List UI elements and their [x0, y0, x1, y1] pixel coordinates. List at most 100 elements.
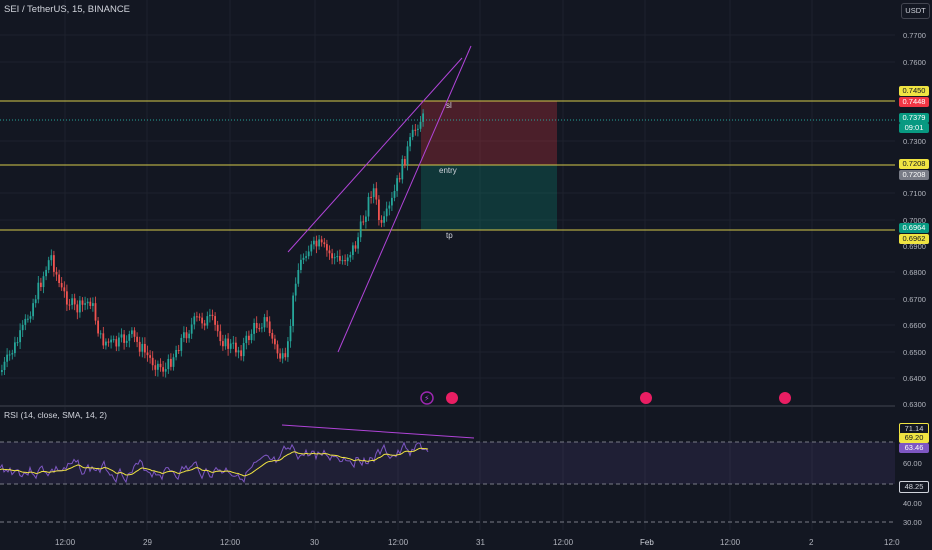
- candle-body: [268, 321, 271, 333]
- candle-body: [50, 255, 53, 261]
- rsi-axis-label: 40.00: [903, 499, 922, 508]
- candle-body: [349, 254, 352, 258]
- rsi-line[interactable]: [0, 441, 429, 484]
- candle-body: [227, 338, 229, 349]
- candle-body: [144, 343, 146, 353]
- candle-body: [53, 255, 55, 272]
- candle-body: [222, 341, 224, 347]
- candle-body: [47, 260, 50, 270]
- tag-stop-loss: 0.7448: [899, 97, 929, 107]
- entry-label: entry: [439, 166, 457, 175]
- event-markers[interactable]: ⚡: [420, 391, 791, 405]
- candle-body: [287, 341, 289, 358]
- time-label: Feb: [640, 538, 654, 547]
- candle-body: [159, 363, 162, 368]
- candle-body: [151, 357, 154, 366]
- candle-body: [224, 338, 227, 347]
- rsi-axis-label: 30.00: [903, 518, 922, 527]
- candle-body: [240, 350, 242, 357]
- earnings-icon-3[interactable]: [779, 392, 791, 404]
- candle-body: [219, 331, 222, 342]
- candle-body: [232, 342, 235, 344]
- stop-loss-zone[interactable]: [421, 101, 557, 165]
- time-label: 31: [476, 538, 485, 547]
- candle-body: [372, 188, 375, 198]
- candle-body: [292, 295, 294, 326]
- rsi-tag-value: 63.46: [899, 443, 929, 453]
- candle-body: [385, 208, 388, 217]
- candle-body: [131, 330, 133, 335]
- time-label: 2: [809, 538, 814, 547]
- rsi-title[interactable]: RSI (14, close, SMA, 14, 2): [4, 410, 107, 420]
- candle-body: [398, 178, 401, 180]
- candle-body: [71, 298, 73, 305]
- lightning-icon[interactable]: [420, 391, 434, 405]
- candle-body: [271, 332, 274, 339]
- tag-take-profit: 0.6964: [899, 223, 929, 233]
- candle-body: [281, 353, 284, 359]
- candle-body: [336, 256, 339, 258]
- price-label: 0.6400: [903, 374, 926, 383]
- candle-body: [183, 332, 185, 338]
- tag-entry-line: 0.7208: [899, 159, 929, 169]
- tag-current-price: 0.7379: [899, 113, 929, 123]
- candle-body: [102, 333, 105, 346]
- candle-body: [29, 316, 32, 319]
- take-profit-zone[interactable]: [421, 165, 557, 230]
- candlestick-series[interactable]: [1, 109, 424, 378]
- earnings-icon[interactable]: [446, 392, 458, 404]
- candle-body: [92, 303, 94, 306]
- time-label: 12:00: [220, 538, 241, 547]
- candle-body: [24, 318, 27, 325]
- candle-body: [11, 353, 14, 355]
- time-label: 12:00: [553, 538, 574, 547]
- candle-body: [297, 269, 300, 284]
- candle-body: [125, 340, 128, 343]
- trendline-upper[interactable]: [287, 57, 463, 253]
- candle-body: [294, 283, 297, 296]
- candle-body: [411, 129, 414, 138]
- svg-text:⚡: ⚡: [424, 394, 430, 403]
- candle-body: [211, 314, 214, 317]
- time-label: 12:00: [388, 538, 409, 547]
- candle-body: [58, 274, 60, 284]
- earnings-icon-2[interactable]: [640, 392, 652, 404]
- candle-body: [86, 301, 89, 304]
- candle-body: [167, 358, 170, 370]
- candle-body: [198, 316, 201, 318]
- candle-body: [170, 358, 172, 367]
- candle-body: [250, 333, 253, 341]
- candle-body: [37, 282, 40, 300]
- candle-body: [354, 245, 357, 249]
- rsi-divergence-line[interactable]: [281, 424, 475, 439]
- sl-label: sl: [446, 101, 452, 110]
- symbol-title[interactable]: SEI / TetherUS, 15, BINANCE: [4, 4, 131, 15]
- currency-button[interactable]: USDT: [901, 3, 930, 19]
- candle-body: [214, 316, 216, 325]
- candle-body: [110, 339, 112, 343]
- candle-body: [333, 257, 336, 259]
- candle-body: [310, 244, 313, 252]
- price-label: 0.7000: [903, 216, 926, 225]
- candle-body: [8, 354, 11, 356]
- candle-body: [172, 357, 175, 367]
- candle-body: [313, 240, 315, 245]
- candle-body: [216, 324, 219, 332]
- tp-label: tp: [446, 231, 453, 240]
- rsi-sma-line[interactable]: [0, 447, 429, 477]
- candle-body: [375, 188, 378, 200]
- trendline-lower[interactable]: [337, 45, 472, 353]
- candle-body: [357, 237, 359, 249]
- candle-body: [253, 322, 255, 334]
- price-label: 0.6600: [903, 321, 926, 330]
- candle-body: [367, 196, 370, 217]
- candle-body: [383, 216, 385, 223]
- candle-body: [149, 355, 151, 358]
- candle-body: [255, 322, 258, 329]
- candle-body: [284, 353, 287, 358]
- candle-body: [315, 240, 318, 247]
- candle-body: [164, 369, 167, 372]
- candle-body: [120, 334, 123, 338]
- tag-top-line: 0.7450: [899, 86, 929, 96]
